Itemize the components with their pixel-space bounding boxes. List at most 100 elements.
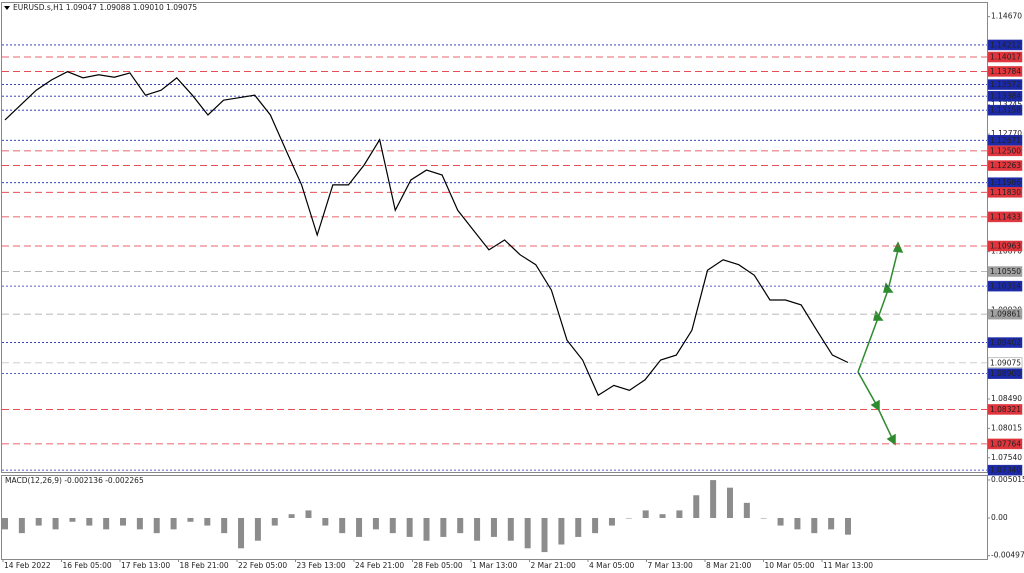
- y-tick-label: 0.005015: [991, 475, 1024, 484]
- macd-bar: [541, 517, 548, 553]
- level-label: 1.10314: [990, 282, 1021, 291]
- forecast-arrows: [857, 241, 904, 446]
- level-label: 1.12671: [990, 136, 1021, 145]
- level-label: 1.09861: [990, 310, 1021, 319]
- macd-bar: [170, 517, 177, 530]
- level-label-box: [987, 404, 1023, 415]
- y-tick-label: 1.13245: [991, 100, 1022, 109]
- level-label-box: [987, 104, 1023, 116]
- x-tick-label: 18 Feb 21:00: [180, 561, 229, 570]
- macd-bar: [457, 517, 464, 534]
- macd-bar: [254, 517, 261, 541]
- x-tick-label: 1 Mar 13:00: [472, 561, 518, 570]
- level-label-box: [987, 368, 1023, 379]
- level-label-box: [987, 135, 1023, 146]
- y-tick-label: 1.07540: [991, 453, 1022, 462]
- macd-bar: [322, 517, 329, 526]
- macd-bar: [743, 502, 750, 518]
- macd-bar: [777, 517, 784, 526]
- macd-bar: [153, 517, 160, 534]
- x-tick-label: 17 Feb 13:00: [121, 561, 170, 570]
- y-tick-label: 0.00: [991, 513, 1008, 522]
- level-label-box: [987, 438, 1023, 450]
- macd-title: MACD(12,26,9) -0.002136 -0.002265: [5, 476, 144, 485]
- macd-bar: [845, 517, 851, 535]
- level-label-box: [987, 79, 1023, 90]
- x-tick-label: 14 Feb 2022: [4, 561, 51, 570]
- level-label: 1.10963: [990, 241, 1021, 250]
- macd-bar: [271, 517, 278, 526]
- level-label-box: [987, 357, 1023, 369]
- y-tick-label: 1.08490: [991, 394, 1022, 403]
- y-tick-label: 1.12770: [991, 129, 1022, 138]
- macd-bar: [52, 517, 59, 530]
- macd-bar: [558, 517, 565, 545]
- macd-bar: [423, 517, 430, 541]
- level-label: 1.14212: [990, 40, 1021, 49]
- y-tick-label: -0.00497: [991, 551, 1024, 560]
- macd-bar: [372, 517, 379, 530]
- level-label: 1.11830: [990, 188, 1021, 197]
- macd-bar: [86, 517, 93, 526]
- macd-bar: [760, 517, 767, 519]
- macd-bar: [625, 517, 632, 519]
- level-label-box: [987, 39, 1023, 51]
- macd-bar: [2, 517, 8, 530]
- macd-bar: [103, 517, 110, 530]
- x-tick-label: 4 Mar 05:00: [589, 561, 635, 570]
- level-label: 1.12263: [990, 161, 1021, 170]
- level-label-box: [987, 66, 1023, 77]
- macd-bar: [575, 517, 582, 537]
- level-label-box: [987, 90, 1023, 102]
- x-tick-label: 8 Mar 21:00: [706, 561, 752, 570]
- y-tick-label: 1.14670: [991, 12, 1022, 21]
- macd-bar: [389, 517, 396, 534]
- macd-bar: [592, 517, 599, 534]
- level-label: 1.13158: [990, 106, 1021, 115]
- x-tick-label: 23 Feb 13:00: [297, 561, 346, 570]
- level-label: 1.11433: [990, 212, 1021, 221]
- level-label: 1.13572: [990, 80, 1021, 89]
- macd-bar: [406, 517, 413, 537]
- macd-bar: [339, 517, 346, 534]
- level-label-box: [987, 160, 1023, 171]
- price-line: [4, 71, 849, 397]
- macd-bar: [642, 510, 649, 518]
- macd-bar: [136, 517, 143, 530]
- macd-bar: [608, 517, 615, 526]
- x-tick-label: 7 Mar 13:00: [648, 561, 694, 570]
- x-tick-label: 11 Mar 13:00: [823, 561, 873, 570]
- main-frame: [1, 2, 988, 473]
- macd-bar: [474, 517, 481, 541]
- macd-bar: [659, 514, 666, 518]
- level-label: 1.09402: [990, 338, 1021, 347]
- macd-bar: [507, 517, 514, 541]
- x-tick-label: 10 Mar 05:00: [765, 561, 815, 570]
- level-label-box: [987, 240, 1023, 252]
- macd-bar: [35, 517, 42, 526]
- level-label: 1.14017: [990, 53, 1021, 62]
- macd-bar: [356, 517, 363, 537]
- level-label: 1.12500: [990, 146, 1021, 155]
- macd-bar: [828, 517, 835, 530]
- level-label-box: [987, 280, 1023, 292]
- macd-bar: [440, 517, 447, 537]
- macd-bar: [187, 517, 194, 522]
- level-label-box: [987, 187, 1023, 198]
- level-label-box: [987, 145, 1023, 157]
- level-label: 1.09075: [990, 358, 1021, 367]
- x-tick-label: 16 Feb 05:00: [63, 561, 112, 570]
- macd-bar: [811, 517, 818, 534]
- level-label: 1.08321: [990, 405, 1021, 414]
- x-tick-label: 22 Feb 05:00: [238, 561, 287, 570]
- macd-bar: [204, 517, 211, 526]
- macd-bar: [490, 517, 497, 537]
- level-label: 1.08900: [990, 369, 1021, 378]
- macd-bar: [693, 495, 700, 518]
- level-label-box: [987, 337, 1023, 348]
- menu-triangle: [4, 6, 10, 10]
- level-label-box: [987, 211, 1023, 223]
- level-label: 1.10550: [990, 267, 1021, 276]
- level-label-box: [987, 308, 1023, 320]
